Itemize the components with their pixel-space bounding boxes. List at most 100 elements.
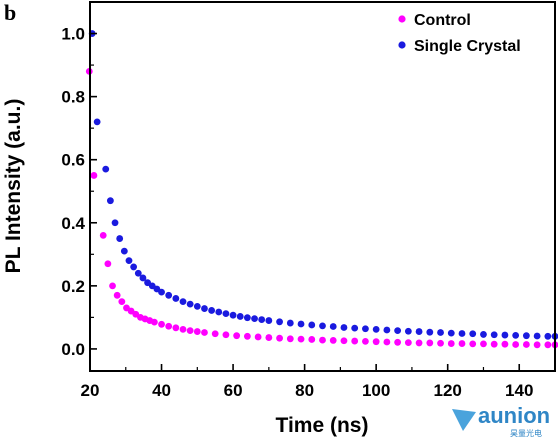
data-point-single-crystal [329, 323, 337, 330]
data-point-control [118, 298, 126, 306]
data-point-single-crystal [215, 308, 223, 316]
x-tick-label: 120 [434, 381, 462, 400]
data-point-single-crystal [297, 320, 305, 328]
y-axis-ticks: 0.0 0.2 0.4 0.6 0.8 1.0 [61, 25, 97, 359]
data-point-single-crystal [469, 330, 477, 338]
data-point-control [254, 333, 262, 341]
data-point-single-crystal [383, 326, 391, 334]
panel-label: b [4, 0, 16, 25]
y-tick-label: 0.4 [61, 214, 85, 233]
data-point-control [308, 336, 316, 343]
y-tick-label: 0.6 [61, 151, 85, 170]
data-point-single-crystal [372, 325, 380, 333]
data-point-single-crystal [522, 332, 530, 340]
data-point-single-crystal [116, 235, 124, 242]
data-point-single-crystal [447, 329, 455, 337]
data-point-control [351, 337, 359, 345]
data-point-single-crystal [533, 332, 541, 340]
data-point-control [480, 340, 487, 348]
data-point-single-crystal [308, 321, 316, 329]
x-axis-ticks: 20 40 60 80 100 120 140 [81, 364, 533, 400]
data-point-single-crystal [394, 327, 402, 335]
data-point-single-crystal [512, 331, 520, 339]
data-point-single-crystal [193, 302, 201, 310]
y-tick-label: 0.2 [61, 277, 85, 296]
legend-label-control: Control [414, 12, 471, 29]
data-point-control [458, 340, 466, 347]
data-point-control [447, 340, 455, 347]
data-point-control [522, 341, 530, 348]
data-point-single-crystal [111, 219, 119, 227]
data-point-control [544, 341, 552, 349]
data-point-single-crystal [404, 327, 412, 335]
legend-label-single-crystal: Single Crystal [414, 38, 521, 55]
data-point-single-crystal [130, 263, 138, 271]
x-tick-label: 80 [295, 381, 314, 400]
legend-marker-single-crystal [398, 41, 406, 49]
data-point-control [99, 231, 107, 239]
data-point-single-crystal [544, 332, 552, 340]
data-point-control [329, 337, 337, 344]
x-tick-label: 140 [505, 381, 533, 400]
x-axis-title: Time (ns) [276, 414, 369, 437]
data-point-single-crystal [179, 298, 187, 306]
data-point-control [104, 260, 112, 268]
data-point-single-crystal [186, 300, 194, 308]
data-point-single-crystal [362, 325, 369, 333]
plot-frame [89, 1, 556, 372]
data-point-single-crystal [501, 331, 509, 339]
y-tick-label: 0.8 [61, 88, 85, 107]
data-point-single-crystal [120, 247, 128, 255]
data-point-control [158, 320, 165, 328]
y-tick-label: 1.0 [61, 25, 85, 44]
data-point-single-crystal [286, 319, 294, 327]
data-point-control [211, 330, 219, 338]
data-point-control [426, 339, 434, 347]
data-point-single-crystal [251, 315, 258, 323]
data-point-control [90, 172, 98, 179]
data-point-single-crystal [415, 328, 423, 335]
data-point-single-crystal [139, 274, 147, 282]
data-point-single-crystal [165, 291, 173, 299]
data-point-control [319, 336, 326, 344]
legend-marker-control [398, 15, 406, 23]
data-point-control [512, 341, 520, 348]
data-point-control [533, 341, 541, 349]
aunion-watermark: aunion 昊量光电 [452, 403, 550, 438]
data-point-control [113, 291, 121, 299]
data-point-control [415, 339, 423, 347]
data-point-single-crystal [134, 269, 142, 277]
data-point-control [362, 337, 369, 345]
data-point-single-crystal [319, 322, 326, 330]
data-point-single-crystal [201, 305, 208, 312]
data-point-single-crystal [490, 331, 498, 339]
data-point-single-crystal [276, 318, 283, 326]
data-point-single-crystal [106, 197, 114, 205]
data-point-control [490, 340, 498, 348]
x-tick-label: 40 [152, 381, 171, 400]
data-point-control [437, 339, 444, 347]
data-point-single-crystal [458, 330, 466, 337]
data-point-control [340, 337, 348, 345]
legend: Control Single Crystal [398, 12, 521, 55]
data-point-control [297, 335, 305, 343]
data-point-control [469, 340, 477, 348]
data-point-control [201, 329, 208, 336]
data-point-single-crystal [426, 328, 434, 336]
data-point-single-crystal [243, 314, 251, 322]
data-point-single-crystal [351, 324, 359, 332]
x-tick-label: 60 [224, 381, 243, 400]
data-point-single-crystal [102, 165, 110, 173]
watermark-subtext: 昊量光电 [510, 428, 542, 438]
data-point-single-crystal [265, 317, 273, 324]
data-point-control [372, 338, 380, 346]
data-point-control [186, 327, 194, 335]
data-point-control [165, 322, 173, 330]
data-point-single-crystal [480, 331, 487, 338]
data-point-single-crystal [258, 316, 266, 323]
watermark-logo-icon [452, 409, 476, 431]
y-tick-label: 0.0 [61, 340, 85, 359]
watermark-text: aunion [478, 403, 550, 428]
x-tick-label: 20 [81, 381, 100, 400]
